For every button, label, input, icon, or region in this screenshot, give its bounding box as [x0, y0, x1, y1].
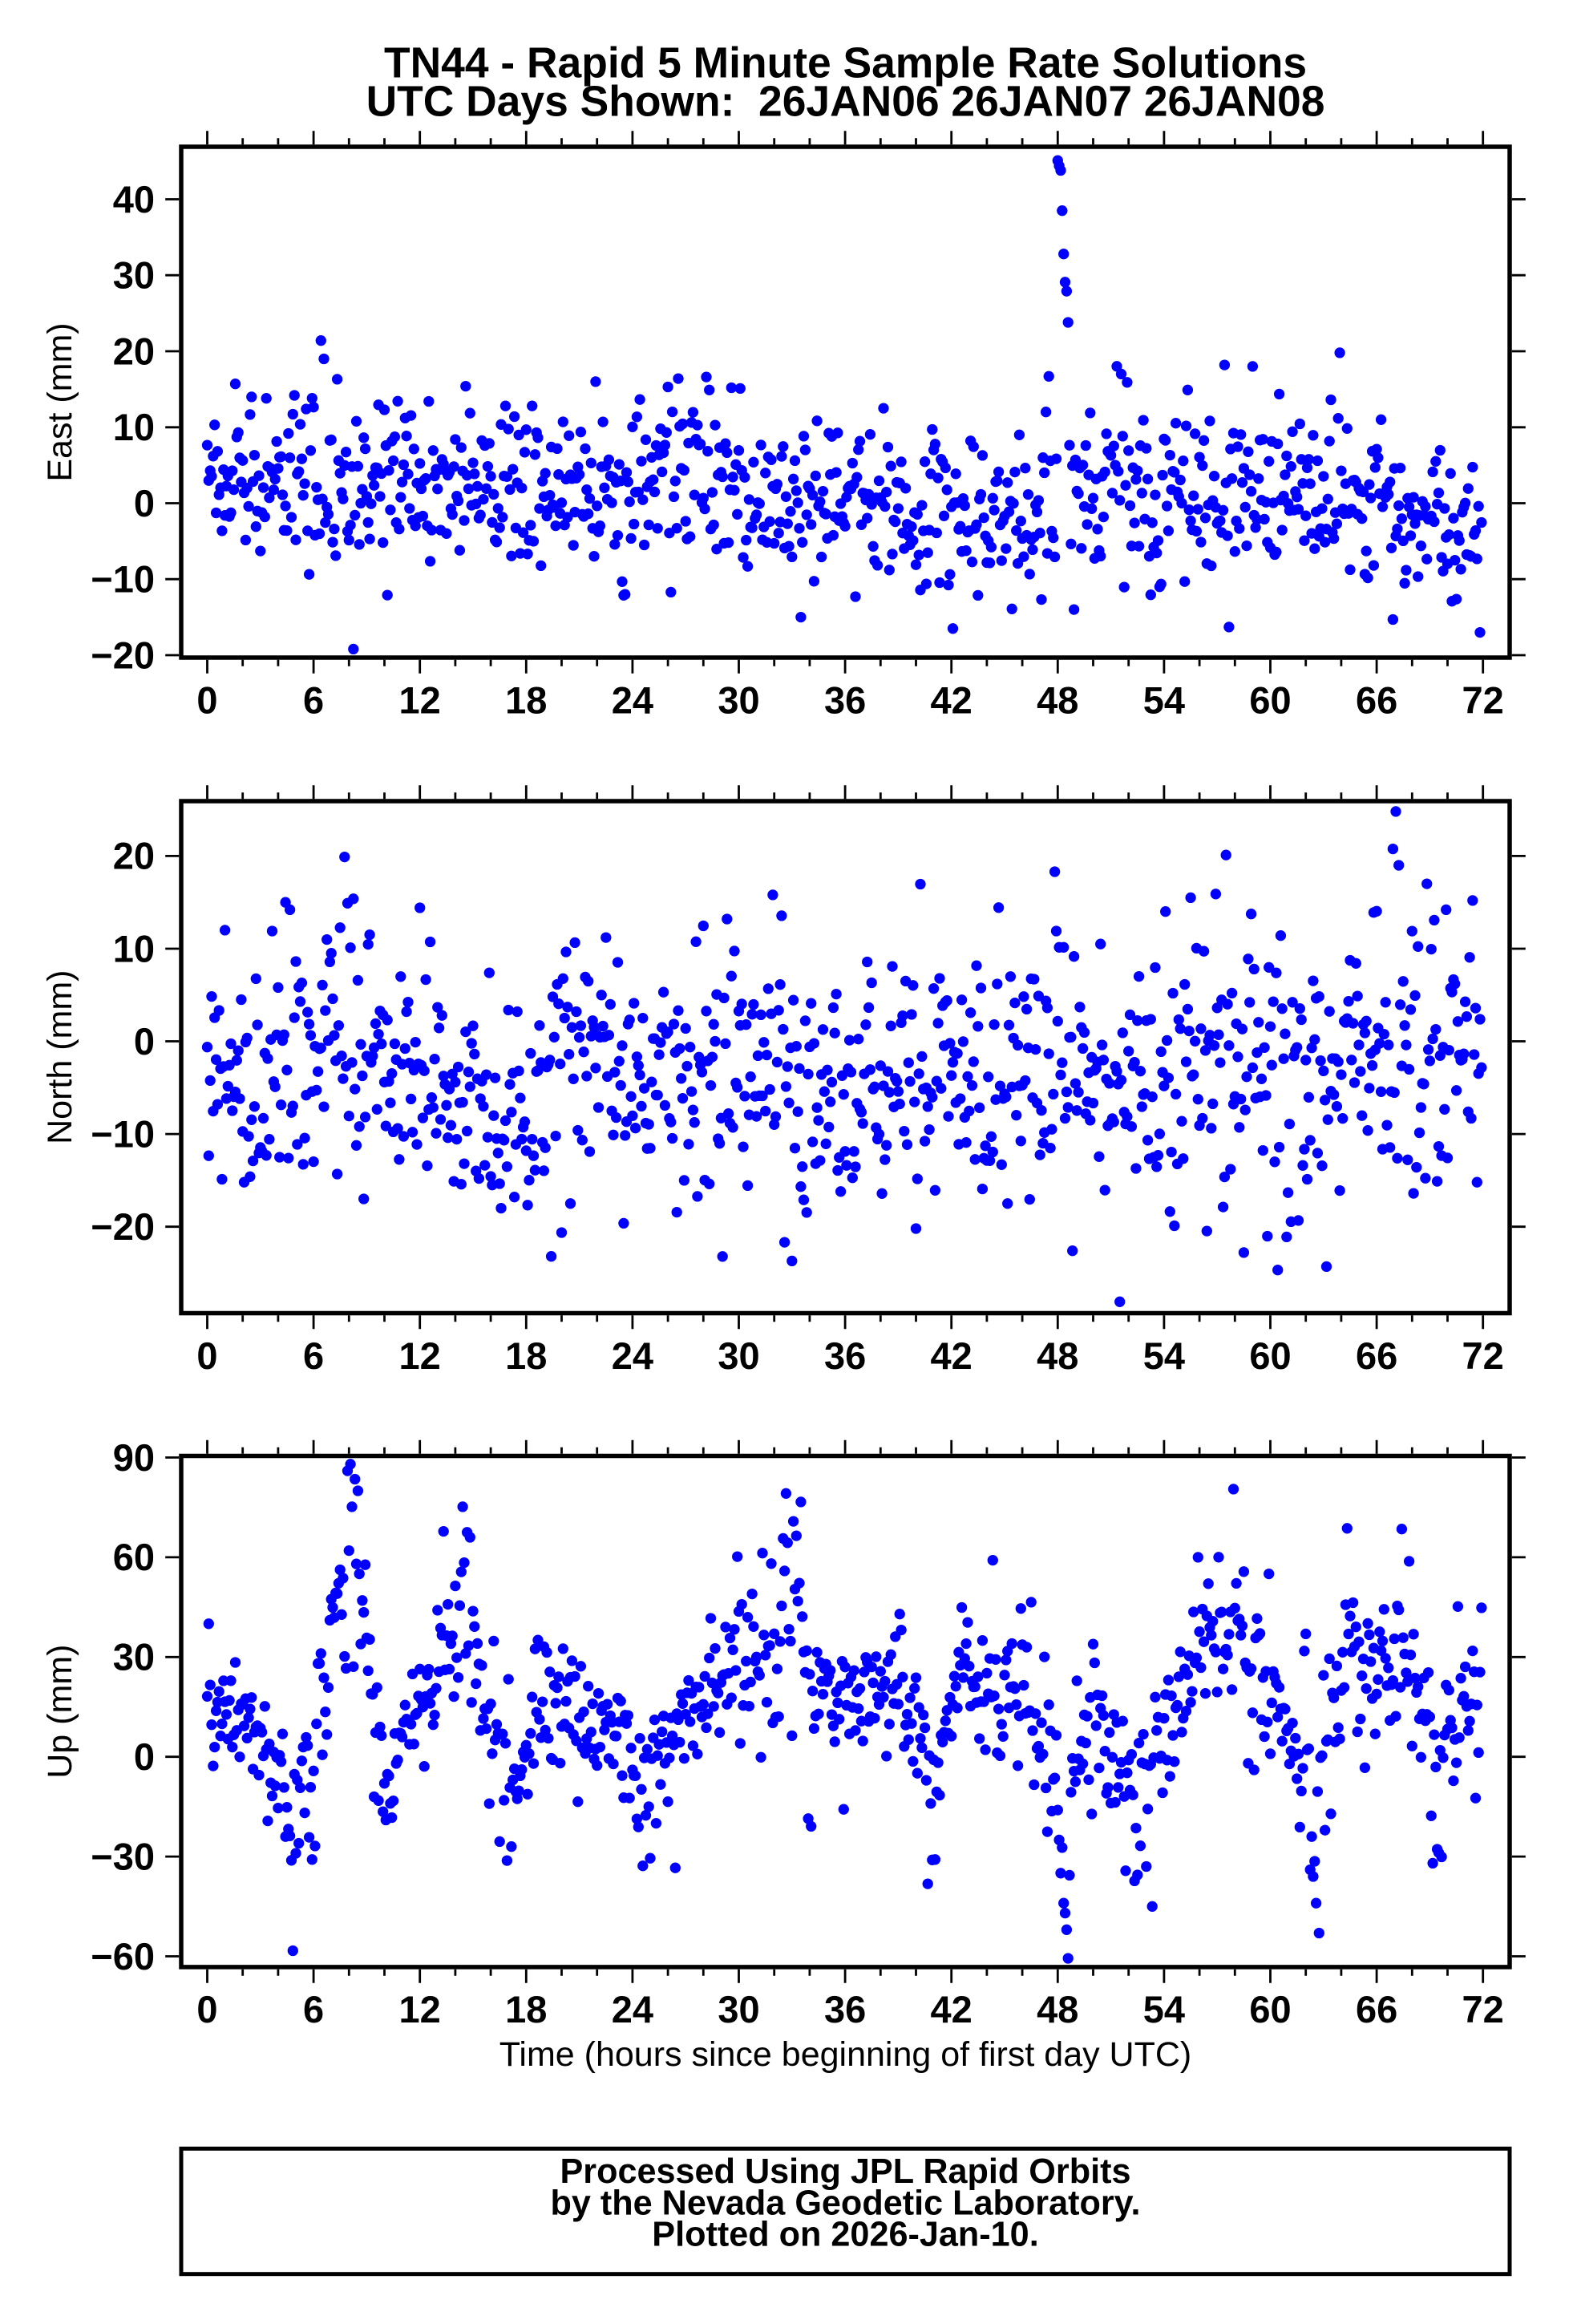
svg-text:0: 0 [196, 1334, 217, 1377]
svg-text:−20: −20 [91, 1205, 155, 1248]
svg-text:6: 6 [303, 678, 324, 721]
svg-text:24: 24 [612, 678, 653, 721]
svg-text:12: 12 [399, 1988, 441, 2030]
svg-text:40: 40 [113, 178, 155, 221]
svg-text:48: 48 [1037, 1334, 1078, 1377]
svg-text:60: 60 [1249, 1334, 1291, 1377]
svg-text:0: 0 [134, 1735, 155, 1778]
svg-text:6: 6 [303, 1334, 324, 1377]
svg-text:72: 72 [1462, 678, 1504, 721]
svg-text:24: 24 [612, 1334, 653, 1377]
svg-text:East (mm): East (mm) [41, 322, 79, 481]
svg-text:30: 30 [718, 678, 759, 721]
svg-text:0: 0 [196, 1988, 217, 2030]
svg-text:0: 0 [134, 482, 155, 524]
svg-text:20: 20 [113, 330, 155, 372]
svg-text:60: 60 [1249, 678, 1291, 721]
svg-text:0: 0 [134, 1020, 155, 1063]
svg-text:−20: −20 [91, 634, 155, 676]
svg-text:0: 0 [196, 678, 217, 721]
svg-text:42: 42 [931, 1988, 973, 2030]
svg-text:Processed Using JPL Rapid Orbi: Processed Using JPL Rapid Orbits [560, 2152, 1130, 2191]
svg-text:30: 30 [113, 1636, 155, 1678]
svg-text:TN44 - Rapid 5 Minute Sample R: TN44 - Rapid 5 Minute Sample Rate Soluti… [384, 40, 1307, 87]
svg-text:60: 60 [113, 1536, 155, 1578]
svg-text:12: 12 [399, 1334, 441, 1377]
svg-text:10: 10 [113, 927, 155, 970]
svg-text:Time (hours since beginning of: Time (hours since beginning of first day… [499, 2035, 1192, 2074]
svg-text:60: 60 [1249, 1988, 1291, 2030]
svg-text:30: 30 [718, 1988, 759, 2030]
svg-text:66: 66 [1356, 1334, 1397, 1377]
svg-text:24: 24 [612, 1988, 653, 2030]
svg-text:6: 6 [303, 1988, 324, 2030]
svg-text:by the Nevada Geodetic Laborat: by the Nevada Geodetic Laboratory. [551, 2184, 1141, 2223]
svg-text:36: 36 [824, 678, 866, 721]
svg-text:66: 66 [1356, 678, 1397, 721]
svg-text:54: 54 [1143, 678, 1185, 721]
svg-text:−10: −10 [91, 558, 155, 601]
svg-text:36: 36 [824, 1988, 866, 2030]
svg-text:90: 90 [113, 1436, 155, 1479]
svg-text:10: 10 [113, 406, 155, 448]
svg-text:48: 48 [1037, 1988, 1078, 2030]
svg-text:42: 42 [931, 1334, 973, 1377]
svg-text:18: 18 [505, 678, 547, 721]
svg-text:54: 54 [1143, 1334, 1185, 1377]
svg-text:36: 36 [824, 1334, 866, 1377]
svg-text:−60: −60 [91, 1935, 155, 1978]
svg-text:66: 66 [1356, 1988, 1397, 2030]
svg-text:Up (mm): Up (mm) [41, 1645, 79, 1779]
svg-text:18: 18 [505, 1988, 547, 2030]
svg-text:−30: −30 [91, 1835, 155, 1877]
svg-text:42: 42 [931, 678, 973, 721]
svg-text:UTC Days Shown: 26JAN06 26JAN: UTC Days Shown: 26JAN06 26JAN07 26JAN08 [366, 79, 1325, 126]
svg-text:Plotted on 2026-Jan-10.: Plotted on 2026-Jan-10. [652, 2216, 1038, 2254]
svg-text:48: 48 [1037, 678, 1078, 721]
svg-text:20: 20 [113, 835, 155, 877]
svg-text:72: 72 [1462, 1988, 1504, 2030]
svg-text:72: 72 [1462, 1334, 1504, 1377]
svg-text:North (mm): North (mm) [41, 970, 79, 1144]
svg-text:30: 30 [718, 1334, 759, 1377]
svg-text:30: 30 [113, 254, 155, 297]
svg-text:18: 18 [505, 1334, 547, 1377]
svg-text:−10: −10 [91, 1112, 155, 1155]
svg-text:54: 54 [1143, 1988, 1185, 2030]
svg-text:12: 12 [399, 678, 441, 721]
